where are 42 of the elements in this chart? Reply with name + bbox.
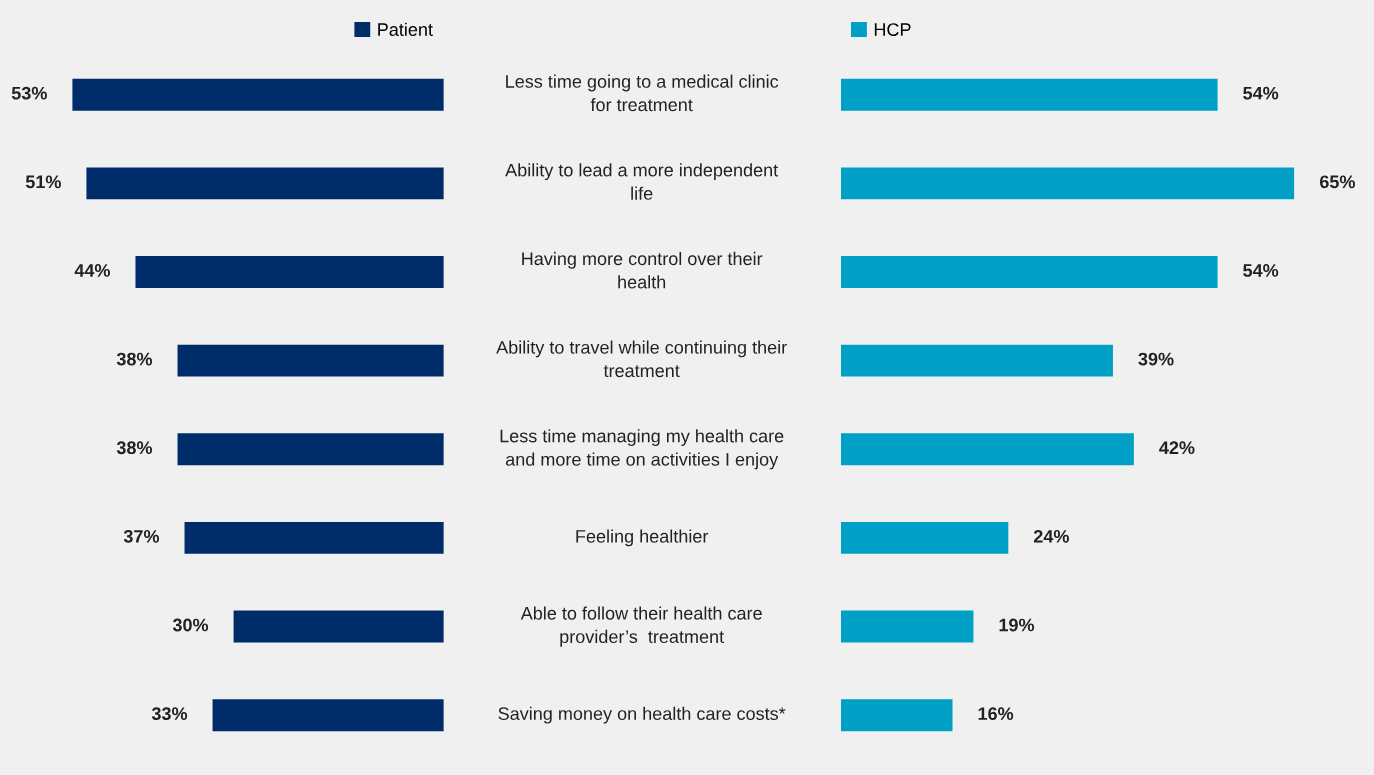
bar	[177, 344, 444, 377]
data-label: 53%	[11, 86, 47, 100]
legend-label: HCP	[874, 23, 911, 36]
y-tick-label: Less time managing my health care and more time on activities I enjoy	[500, 429, 784, 470]
bar	[840, 433, 1134, 466]
data-label: 54%	[1243, 264, 1279, 277]
bar	[840, 78, 1218, 111]
data-label: 19%	[999, 618, 1035, 632]
bar	[233, 610, 444, 643]
data-label: 39%	[1138, 352, 1174, 366]
data-label: 38%	[116, 352, 153, 366]
bar	[212, 699, 444, 732]
y-tick-label: Able to follow their health care provider’s treatment	[520, 606, 762, 647]
bar	[184, 521, 444, 554]
y-tick-label: Less time going to a medical clinic for treatment	[506, 74, 779, 112]
y-tick-label: Having more control over their health	[522, 251, 763, 289]
bar	[72, 78, 444, 111]
bar	[840, 610, 974, 643]
bar	[135, 256, 444, 288]
y-tick-label: Saving money on health care costs*	[498, 706, 786, 724]
data-label: 44%	[74, 264, 111, 277]
data-label: 16%	[978, 707, 1014, 721]
data-label: 38%	[116, 441, 153, 455]
legend-label: Patient	[378, 22, 433, 36]
data-label: 37%	[123, 529, 160, 543]
data-label: 30%	[172, 618, 209, 632]
data-label: 33%	[151, 707, 188, 721]
bar	[840, 344, 1113, 377]
y-tick-label: Ability to lead a more independent life	[505, 163, 779, 200]
bar	[840, 699, 953, 732]
y-tick-label: Feeling healthier	[576, 529, 709, 547]
data-label: 42%	[1159, 441, 1195, 455]
data-label: 51%	[25, 175, 61, 189]
data-label: 65%	[1319, 175, 1355, 189]
data-label: 24%	[1033, 529, 1069, 543]
bar	[840, 256, 1218, 288]
bar	[177, 433, 444, 466]
bar	[840, 167, 1295, 200]
data-label: 54%	[1243, 86, 1279, 100]
bar	[86, 167, 444, 200]
y-tick-label: Ability to travel while continuing their treatment	[496, 340, 787, 378]
bar	[840, 521, 1009, 554]
